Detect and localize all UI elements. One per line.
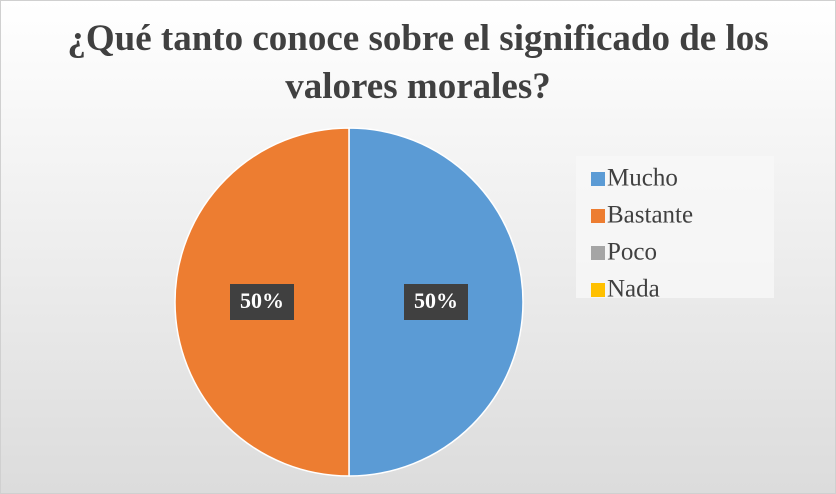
legend-swatch [591,283,605,297]
legend-swatch [591,172,605,186]
data-label-box [230,284,294,320]
chart-title: ¿Qué tanto conoce sobre el significado d… [67,18,769,107]
data-label-box [404,284,468,320]
legend-swatch [591,209,605,223]
legend-swatch [591,246,605,260]
legend-label: Bastante [607,202,693,229]
data-label: 50% [240,288,284,313]
legend-box [576,156,774,298]
legend-label: Poco [607,239,657,266]
legend-label: Mucho [607,165,678,192]
data-label: 50% [414,288,458,313]
legend-label: Nada [607,276,660,303]
